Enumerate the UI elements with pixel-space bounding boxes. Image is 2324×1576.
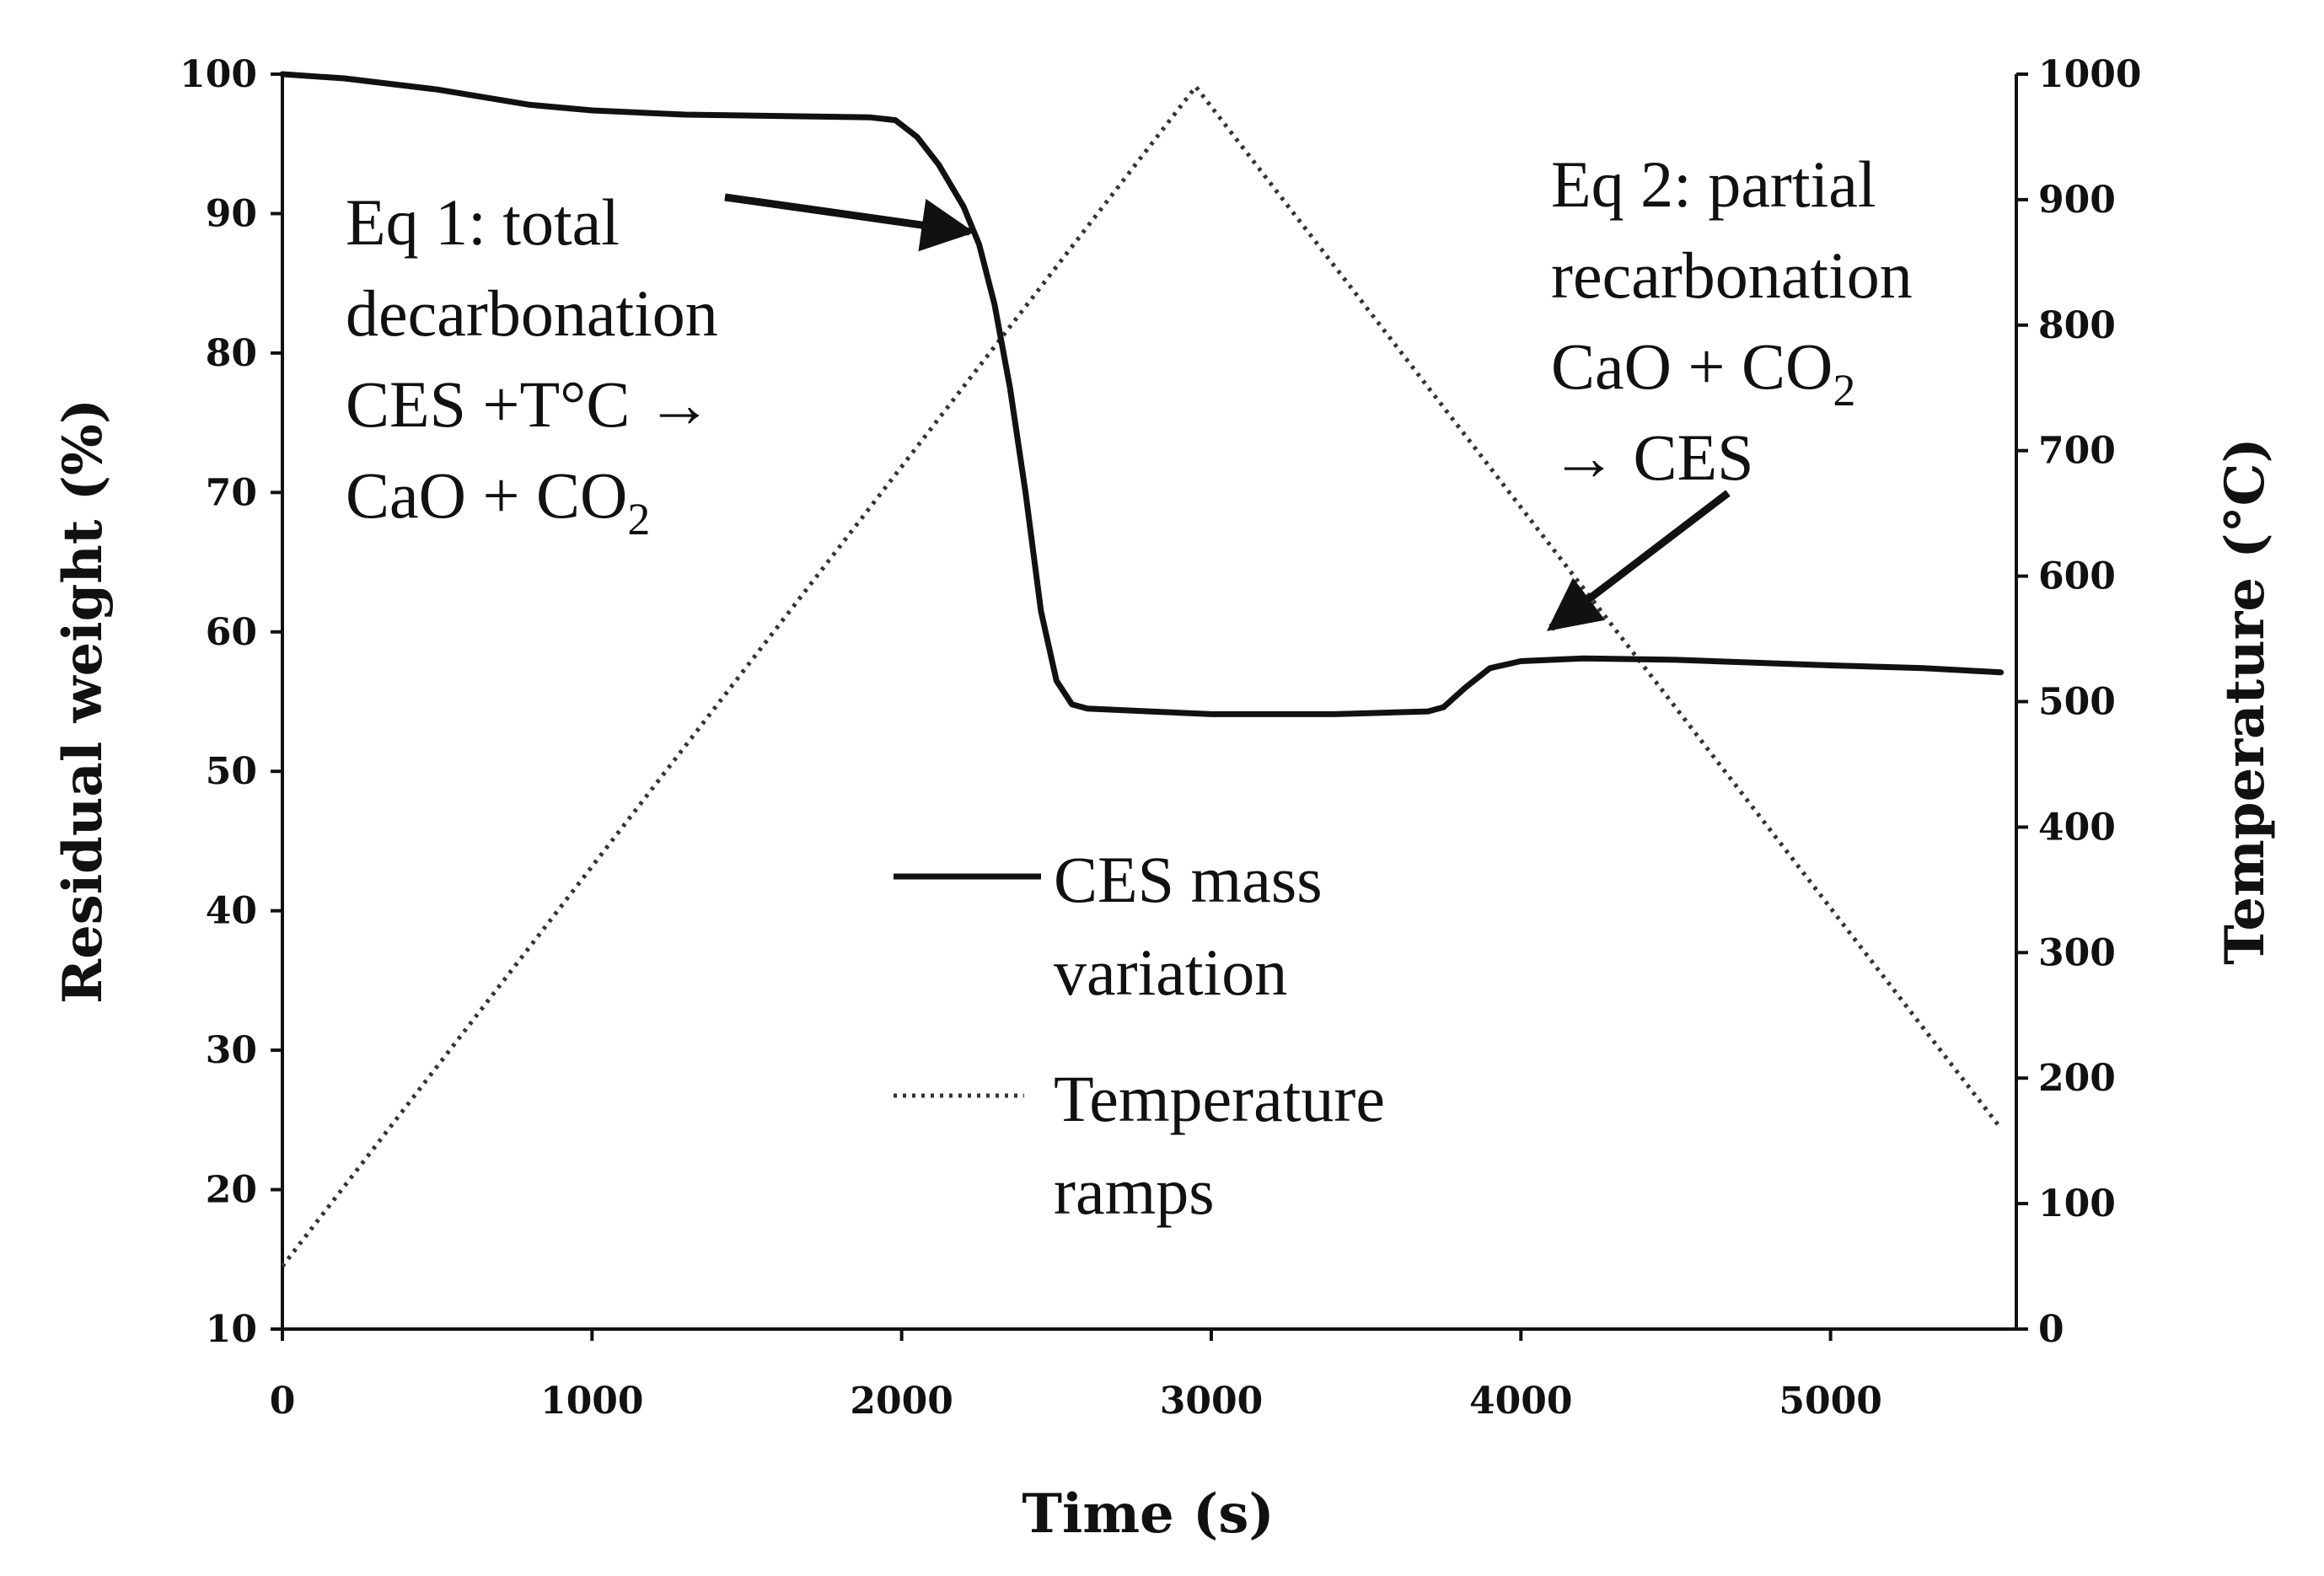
left-tick-label: 30 bbox=[206, 1029, 257, 1072]
annotation-eq1-line2: decarbonation bbox=[346, 276, 718, 350]
legend-label-mass-line2: variation bbox=[1054, 935, 1287, 1009]
right-tick-label: 400 bbox=[2038, 806, 2116, 849]
x-tick-label: 2000 bbox=[850, 1380, 953, 1423]
right-tick-label: 600 bbox=[2038, 555, 2116, 598]
left-tick-label: 80 bbox=[206, 332, 257, 375]
right-axis-ticks: 0 100 200 300 400 500 600 700 800 900 1000 bbox=[2016, 53, 2141, 1351]
annotation-eq2: Eq 2: partial recarbonation CaO + CO2 → … bbox=[1551, 147, 1913, 494]
x-tick-label: 1000 bbox=[540, 1380, 643, 1423]
x-tick-label: 0 bbox=[270, 1380, 296, 1423]
annotation-eq1-line1: Eq 1: total bbox=[346, 185, 620, 259]
left-axis-ticks: 10 20 30 40 50 60 70 80 90 100 bbox=[180, 53, 282, 1351]
right-tick-label: 200 bbox=[2038, 1057, 2116, 1100]
x-axis-title: Time (s) bbox=[1022, 1482, 1274, 1546]
annotation-eq1-line4: CaO + CO2 bbox=[346, 458, 650, 544]
x-tick-label: 5000 bbox=[1779, 1380, 1881, 1423]
annotation-eq1-formula: CaO + CO bbox=[346, 458, 627, 532]
right-tick-label: 300 bbox=[2038, 931, 2116, 974]
legend: CES mass variation Temperature ramps bbox=[894, 843, 1385, 1228]
left-tick-label: 10 bbox=[206, 1308, 257, 1351]
annotation-eq2-line4: → CES bbox=[1551, 421, 1754, 494]
annotation-eq2-subscript: 2 bbox=[1833, 365, 1855, 415]
right-axis-title: Temperature (°C) bbox=[2214, 437, 2277, 965]
left-tick-label: 60 bbox=[206, 611, 257, 654]
annotation-eq2-arrow bbox=[1546, 490, 1731, 631]
left-tick-label: 50 bbox=[206, 750, 257, 793]
left-tick-label: 90 bbox=[206, 192, 257, 235]
right-tick-label: 800 bbox=[2038, 304, 2116, 347]
left-tick-label: 70 bbox=[206, 471, 257, 514]
annotation-eq2-formula: CaO + CO bbox=[1551, 330, 1833, 403]
x-axis-ticks: 0 1000 2000 3000 4000 5000 bbox=[270, 1329, 1882, 1423]
right-tick-label: 500 bbox=[2038, 681, 2116, 724]
annotation-eq2-line3: CaO + CO2 bbox=[1551, 330, 1855, 415]
annotation-eq2-line1: Eq 2: partial bbox=[1551, 147, 1876, 221]
x-tick-label: 4000 bbox=[1469, 1380, 1572, 1423]
right-tick-label: 1000 bbox=[2038, 53, 2141, 96]
left-tick-label: 100 bbox=[180, 53, 257, 96]
right-tick-label: 0 bbox=[2038, 1308, 2064, 1351]
x-tick-label: 3000 bbox=[1160, 1380, 1263, 1423]
annotation-eq1-subscript: 2 bbox=[627, 494, 650, 544]
right-tick-label: 100 bbox=[2038, 1182, 2116, 1225]
left-axis-title: Residual weight (%) bbox=[51, 399, 115, 1004]
annotation-eq1: Eq 1: total decarbonation CES +T°C → CaO… bbox=[346, 185, 718, 544]
legend-label-temp-line1: Temperature bbox=[1054, 1062, 1385, 1135]
right-tick-label: 700 bbox=[2038, 430, 2116, 473]
series-line-ces-mass-variation bbox=[279, 71, 2005, 717]
annotation-eq2-line2: recarbonation bbox=[1551, 239, 1913, 312]
legend-label-mass-line1: CES mass bbox=[1054, 843, 1323, 916]
right-tick-label: 900 bbox=[2038, 179, 2116, 222]
legend-label-temp-line2: ramps bbox=[1054, 1155, 1215, 1228]
left-tick-label: 20 bbox=[206, 1169, 257, 1212]
annotation-eq1-arrow bbox=[724, 193, 975, 252]
left-tick-label: 40 bbox=[206, 890, 257, 933]
annotation-eq1-line3: CES +T°C → bbox=[346, 367, 712, 441]
